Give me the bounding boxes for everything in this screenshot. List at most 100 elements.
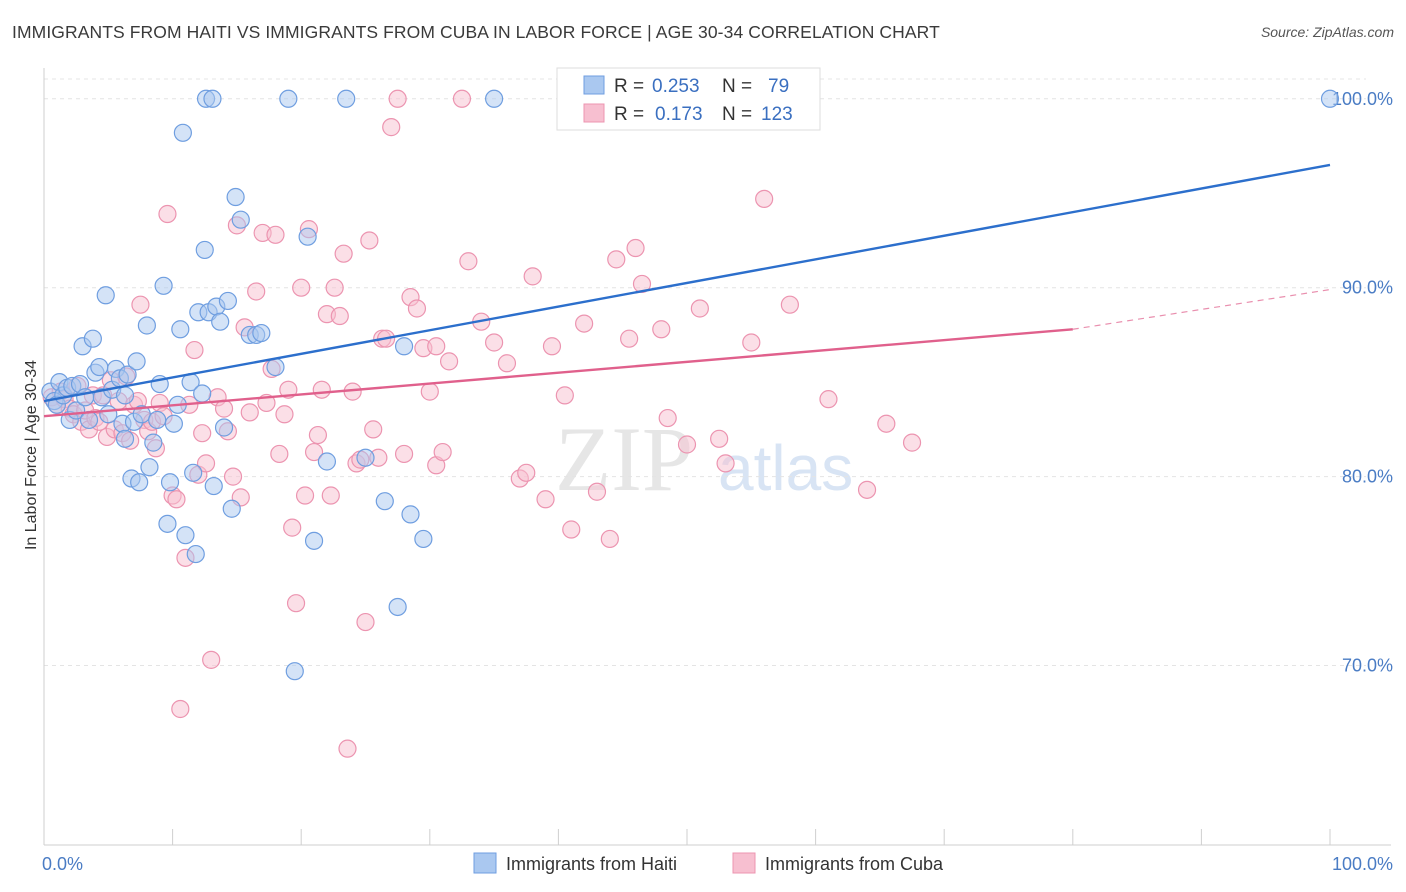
data-point xyxy=(452,89,472,108)
data-point xyxy=(83,329,102,348)
data-point xyxy=(330,306,349,326)
data-point xyxy=(223,467,243,486)
data-point xyxy=(356,612,375,632)
data-point xyxy=(338,739,357,758)
data-point xyxy=(131,295,150,314)
bottom-legend-cuba-swatch xyxy=(732,852,756,874)
data-point xyxy=(218,291,237,311)
data-point xyxy=(407,299,427,318)
data-point xyxy=(283,518,302,537)
data-point xyxy=(203,89,222,108)
data-point xyxy=(652,320,671,339)
data-point xyxy=(337,89,356,108)
data-point xyxy=(334,244,353,263)
bottom-legend-cuba-label: Immigrants from Cuba xyxy=(765,854,944,874)
data-point xyxy=(394,337,414,356)
data-point xyxy=(877,414,896,433)
data-point xyxy=(321,486,340,505)
data-point xyxy=(819,390,838,409)
data-point xyxy=(173,123,192,142)
data-point xyxy=(285,662,304,681)
data-point xyxy=(240,403,259,422)
data-point xyxy=(304,442,324,462)
data-point xyxy=(171,320,190,339)
y-tick-label: 80.0% xyxy=(1342,467,1393,487)
data-point xyxy=(176,526,195,545)
data-point xyxy=(185,340,204,360)
data-point xyxy=(388,89,407,108)
data-point xyxy=(382,118,401,137)
data-point xyxy=(755,189,774,209)
data-point xyxy=(517,463,536,482)
data-point xyxy=(317,452,337,471)
data-point xyxy=(127,352,146,371)
axes xyxy=(43,68,1391,846)
trend-lines xyxy=(43,163,1331,418)
correlation-legend: R = 0.253 N = 79 R = 0.173 N = 123 xyxy=(556,67,821,131)
data-point xyxy=(96,286,115,305)
legend-haiti-n-label: N = xyxy=(722,76,752,97)
trend-line-haiti xyxy=(43,163,1331,403)
legend-cuba-swatch xyxy=(583,103,605,123)
data-point xyxy=(304,531,324,550)
data-point xyxy=(414,529,433,549)
data-point xyxy=(167,490,186,509)
data-point xyxy=(214,418,234,437)
y-tick-label: 70.0% xyxy=(1342,656,1393,676)
data-point xyxy=(575,314,594,333)
data-point xyxy=(710,429,729,448)
legend-cuba-r-value: 0.173 xyxy=(655,104,703,125)
data-point xyxy=(902,433,922,452)
data-point xyxy=(158,204,177,224)
data-point xyxy=(1320,89,1340,108)
legend-cuba-r-label: R = xyxy=(614,104,644,125)
data-point xyxy=(211,312,230,331)
data-point xyxy=(137,316,156,335)
data-point xyxy=(497,354,517,373)
data-point xyxy=(247,282,266,301)
data-point xyxy=(542,337,562,356)
series-haiti xyxy=(41,89,1340,681)
data-point xyxy=(298,227,317,246)
data-point xyxy=(164,414,183,433)
data-point xyxy=(266,225,285,244)
data-point xyxy=(375,492,394,511)
data-point xyxy=(364,420,383,439)
data-point xyxy=(158,514,177,533)
bottom-legend-haiti-label: Immigrants from Haiti xyxy=(506,854,677,874)
data-point xyxy=(115,386,135,405)
data-point xyxy=(193,424,212,443)
data-point xyxy=(202,650,221,669)
data-point xyxy=(325,278,344,297)
data-point xyxy=(184,463,203,482)
data-point xyxy=(266,357,285,377)
data-point xyxy=(204,476,223,496)
data-point xyxy=(523,267,542,286)
data-point xyxy=(555,386,574,405)
data-point xyxy=(148,410,167,430)
data-point xyxy=(600,529,619,549)
data-point xyxy=(607,250,626,269)
legend-cuba-n-label: N = xyxy=(722,104,752,125)
data-point xyxy=(186,544,205,564)
y-tick-label: 90.0% xyxy=(1342,278,1393,298)
watermark-atlas: atlas xyxy=(718,432,853,504)
data-point xyxy=(420,382,439,401)
data-point xyxy=(115,429,135,448)
data-point xyxy=(140,458,159,477)
x-tick-label-max: 100.0% xyxy=(1332,854,1393,874)
data-point xyxy=(485,89,504,108)
data-point xyxy=(308,425,328,445)
data-point xyxy=(690,299,709,318)
data-point xyxy=(130,473,149,492)
data-point xyxy=(536,490,555,509)
data-point xyxy=(90,357,109,377)
source-label: Source: ZipAtlas.com xyxy=(1260,24,1394,40)
legend-cuba-n-value: 123 xyxy=(761,104,793,125)
data-point xyxy=(677,435,697,454)
legend-haiti-r-value: 0.253 xyxy=(652,76,700,97)
data-point xyxy=(195,240,214,260)
data-point xyxy=(587,482,607,501)
data-point xyxy=(658,408,677,428)
